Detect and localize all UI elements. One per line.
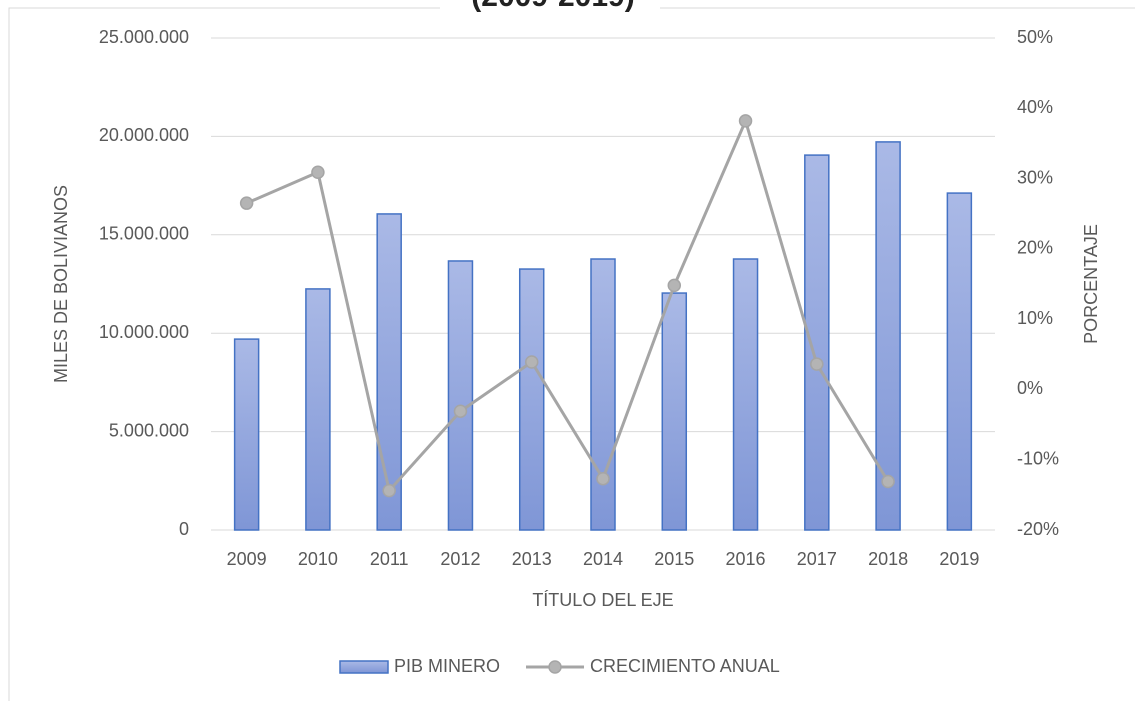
line-marker	[524, 355, 539, 369]
legend-label: CRECIMIENTO ANUAL	[590, 656, 780, 676]
x-tick-label: 2009	[227, 549, 267, 569]
line-marker	[667, 278, 682, 293]
bar	[804, 154, 830, 531]
legend-swatch	[339, 660, 389, 674]
x-tick-label: 2016	[726, 549, 766, 569]
y-tick-label: 25.000.000	[99, 27, 189, 47]
y2-tick-label: 30%	[1017, 167, 1053, 187]
x-tick-label: 2014	[583, 549, 623, 569]
x-tick-label: 2013	[512, 549, 552, 569]
y2-tick-label: 0%	[1017, 378, 1043, 398]
x-tick-label: 2011	[370, 549, 409, 569]
x-tick-label: 2010	[298, 549, 338, 569]
y-tick-label: 5.000.000	[109, 420, 189, 440]
y-tick-label: 10.000.000	[99, 322, 189, 342]
bar	[376, 213, 402, 531]
bar	[661, 292, 688, 531]
y-axis-title: MILES DE BOLIVIANOS	[51, 185, 71, 383]
x-tick-label: 2017	[797, 549, 837, 569]
line-marker	[596, 471, 610, 486]
line-marker	[382, 483, 396, 498]
bar	[305, 288, 331, 531]
bar	[732, 258, 759, 531]
legend-swatch-marker	[548, 660, 562, 674]
x-tick-label: 2018	[868, 549, 908, 569]
y2-tick-label: -20%	[1017, 519, 1059, 539]
line-marker	[453, 404, 468, 418]
title-backdrop	[440, 0, 660, 14]
chart-title: (2009-2019)	[471, 0, 634, 13]
line-marker	[810, 357, 824, 371]
y-tick-label: 20.000.000	[99, 125, 189, 145]
x-tick-label: 2015	[654, 549, 694, 569]
bar	[233, 338, 260, 531]
y2-tick-label: -10%	[1017, 448, 1059, 468]
line-marker	[239, 196, 254, 210]
bar	[875, 141, 901, 531]
line-marker	[881, 474, 895, 489]
y-tick-label: 15.000.000	[99, 224, 189, 244]
line-marker	[738, 114, 753, 128]
line-marker	[311, 165, 325, 179]
x-tick-label: 2012	[440, 549, 480, 569]
bar	[590, 258, 616, 531]
x-tick-label: 2019	[939, 549, 979, 569]
y2-tick-label: 10%	[1017, 308, 1053, 328]
y2-tick-label: 40%	[1017, 97, 1053, 117]
bar	[946, 192, 973, 531]
x-axis-title: TÍTULO DEL EJE	[532, 590, 673, 610]
y2-tick-label: 20%	[1017, 238, 1053, 258]
line	[246, 116, 890, 494]
legend-label: PIB MINERO	[394, 656, 500, 676]
bar	[447, 260, 474, 531]
y2-tick-label: 50%	[1017, 27, 1053, 47]
y-tick-label: 0	[179, 519, 189, 539]
bar	[518, 268, 545, 531]
y2-axis-title: PORCENTAJE	[1081, 224, 1101, 344]
